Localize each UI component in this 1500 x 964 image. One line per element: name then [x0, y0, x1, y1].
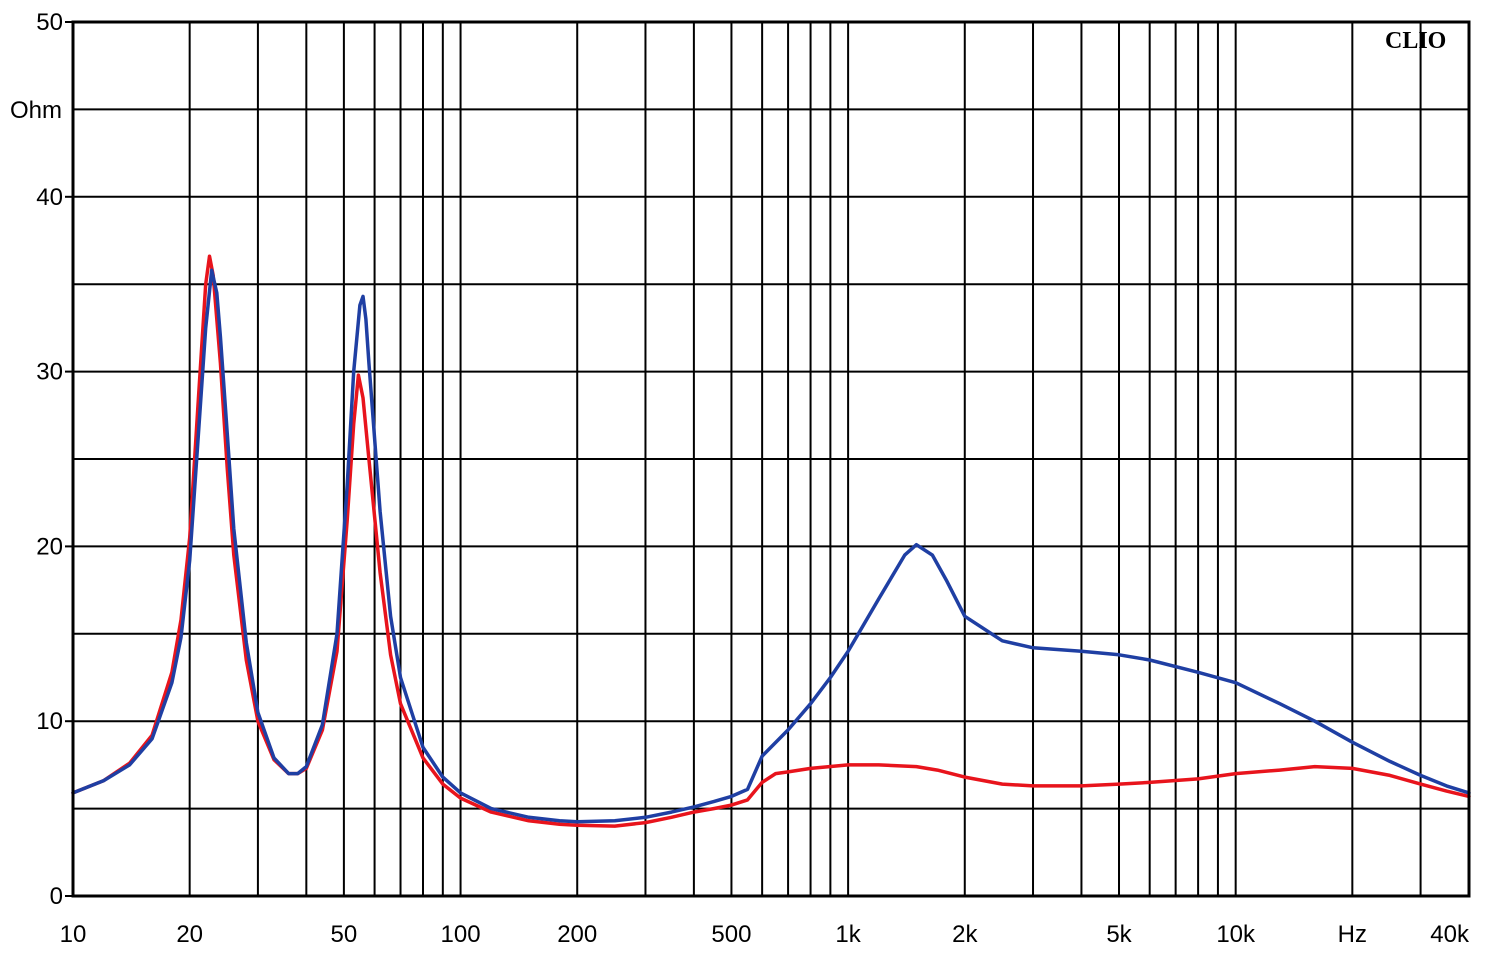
- x-tick-labels: 10 20 50 100 200 500 1k 2k 5k 10k Hz 40k: [60, 921, 1470, 948]
- plot-frame: [71, 20, 1471, 898]
- x-tick-label: 100: [441, 921, 481, 948]
- x-tick-label: Hz: [1338, 921, 1367, 948]
- x-tick-label: 5k: [1106, 921, 1132, 948]
- series-line-1: [71, 254, 1471, 828]
- series-line-2: [71, 268, 1471, 824]
- series-layer: [71, 254, 1471, 828]
- y-tick-label: 20: [36, 533, 63, 560]
- y-tick-label: 0: [50, 883, 63, 910]
- y-axis-label: Ohm: [10, 97, 62, 124]
- x-tick-label: 200: [557, 921, 597, 948]
- x-tick-label: 50: [331, 921, 358, 948]
- brand-label: CLIO: [1385, 28, 1446, 54]
- x-tick-label: 10: [60, 921, 87, 948]
- x-tick-label: 40k: [1430, 921, 1470, 948]
- x-tick-label: 500: [711, 921, 751, 948]
- y-tick-labels: 0 10 20 30 40 50: [36, 9, 73, 910]
- y-tick-label: 40: [36, 184, 63, 211]
- x-tick-label: 20: [176, 921, 203, 948]
- x-tick-label: 10k: [1216, 921, 1256, 948]
- y-tick-label: 10: [36, 708, 63, 735]
- y-tick-label: 30: [36, 359, 63, 386]
- x-tick-label: 1k: [835, 921, 861, 948]
- y-tick-label: 50: [36, 9, 63, 36]
- major-grid: [73, 108, 1469, 810]
- x-tick-label: 2k: [952, 921, 978, 948]
